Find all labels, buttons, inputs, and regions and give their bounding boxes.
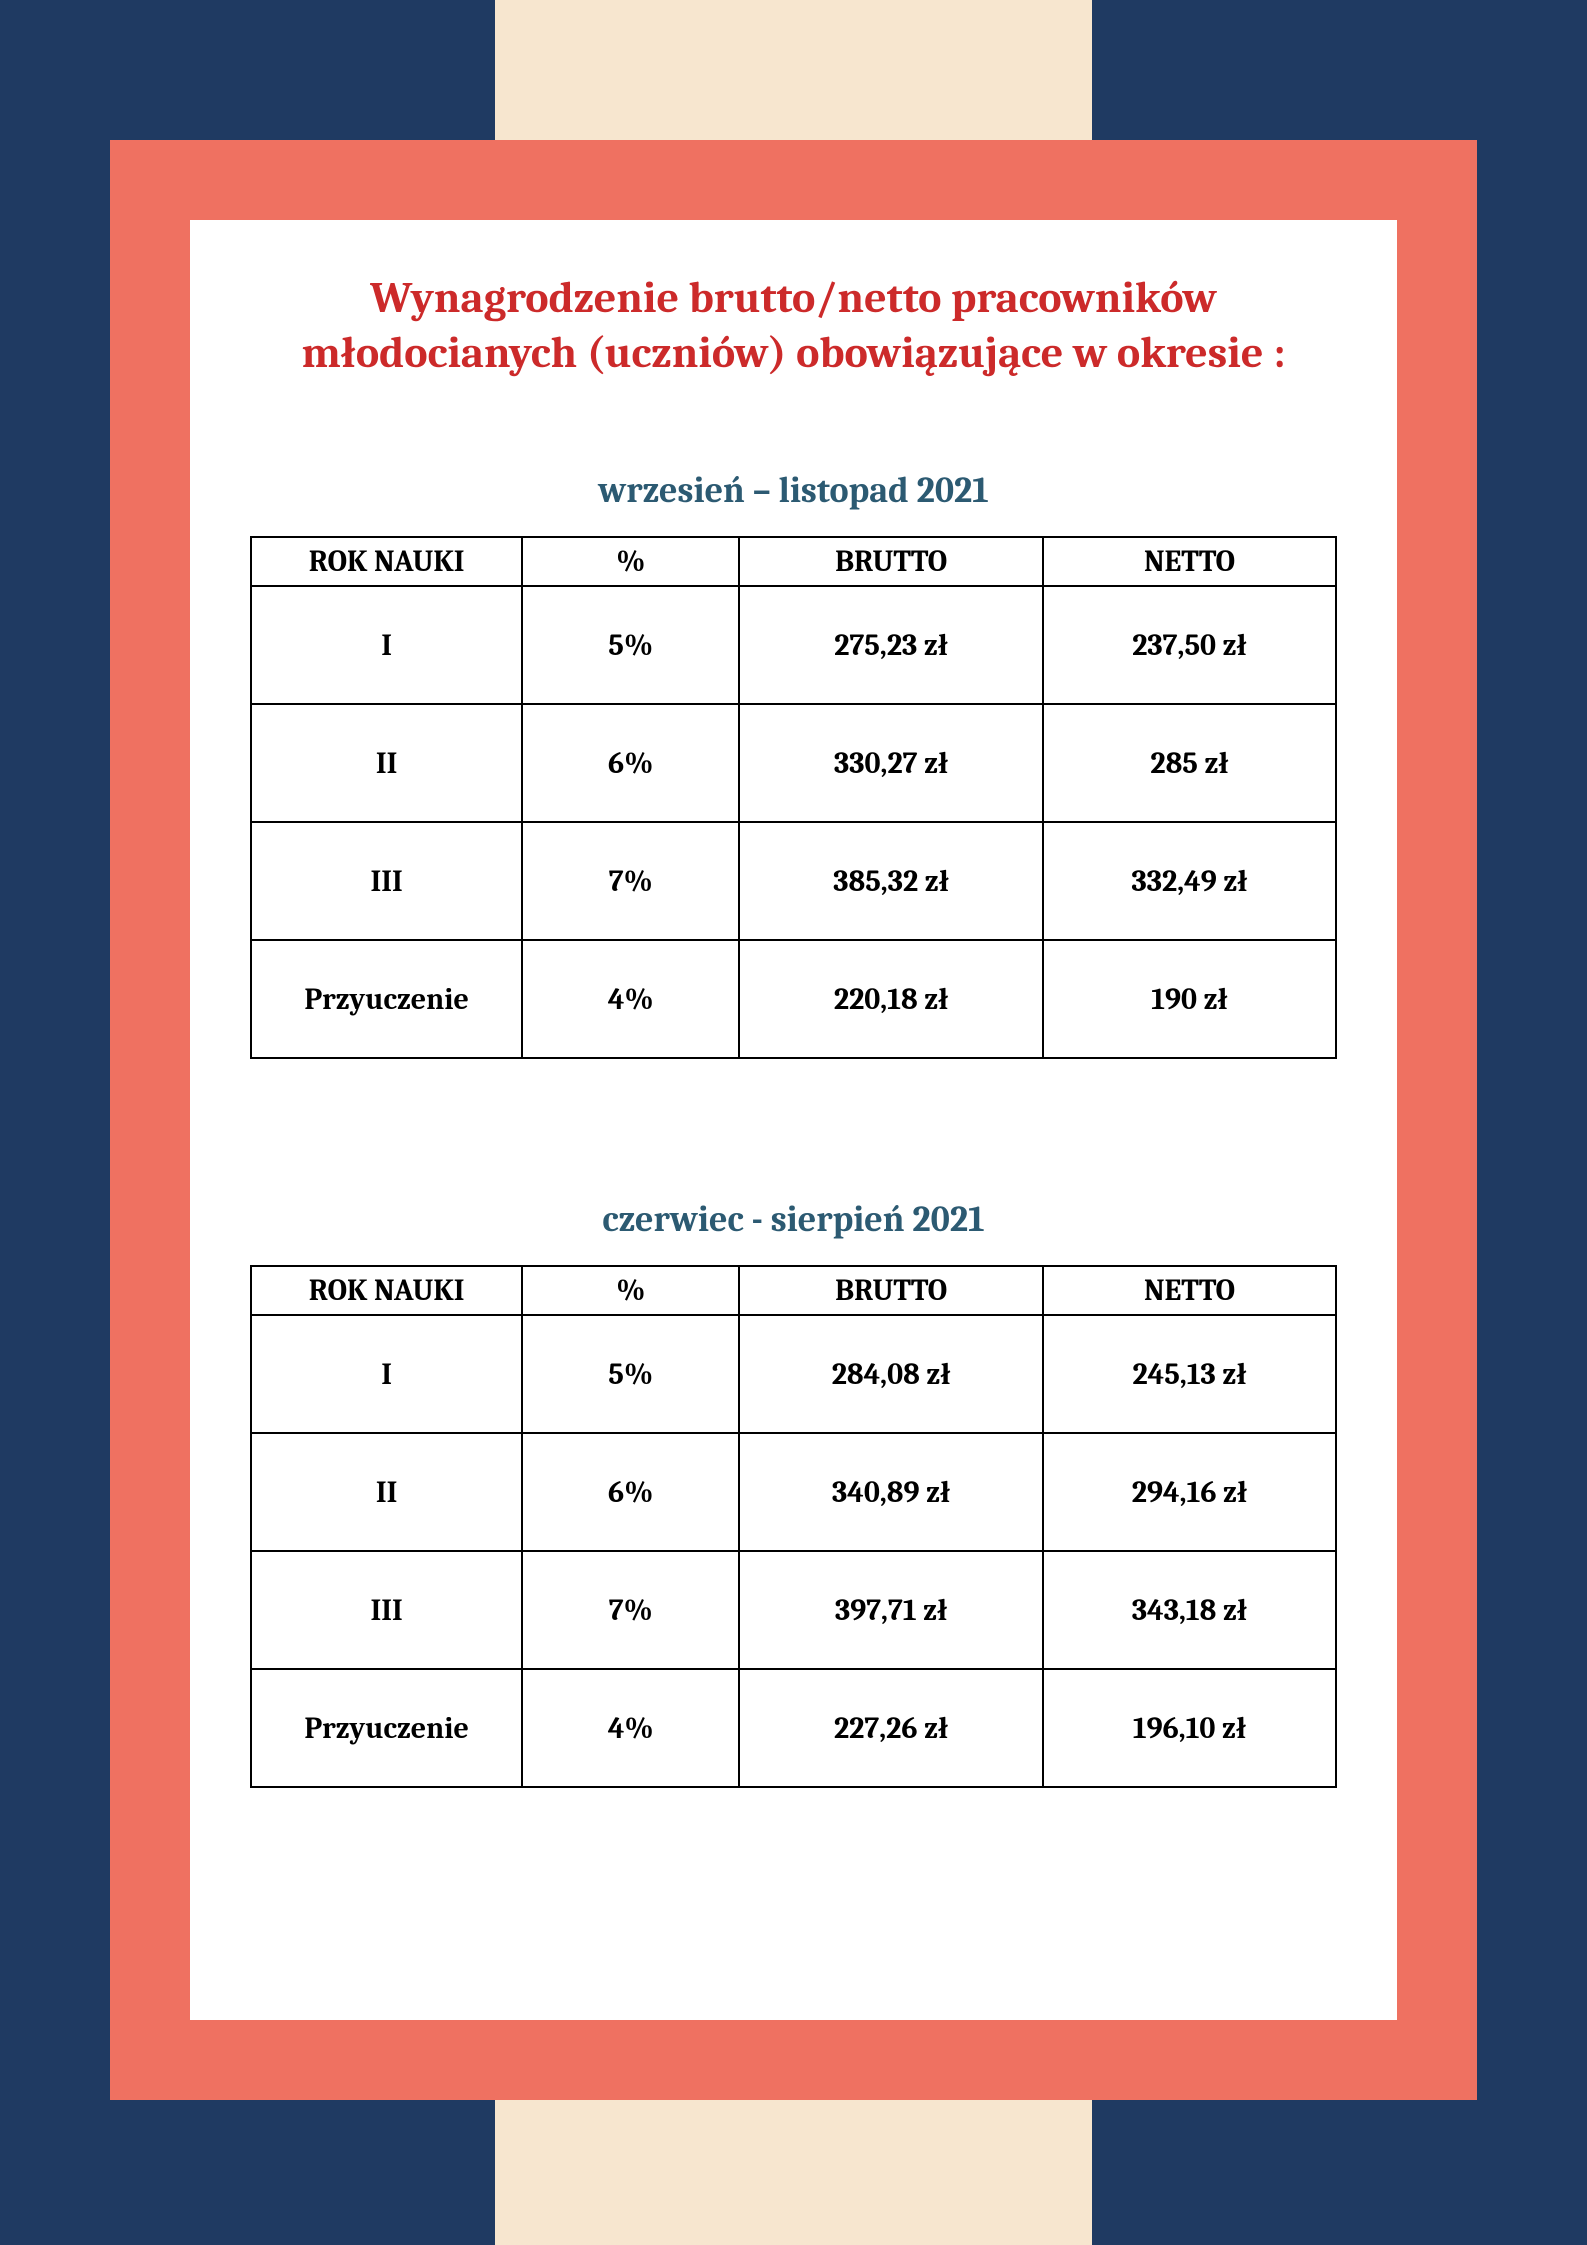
col-header-rok: ROK NAUKI — [251, 1266, 522, 1315]
table-header-row: ROK NAUKI % BRUTTO NETTO — [251, 537, 1336, 586]
cell-pct: 5% — [522, 586, 739, 704]
cell-brutto: 397,71 zł — [739, 1551, 1043, 1669]
cell-netto: 343,18 zł — [1043, 1551, 1336, 1669]
cell-netto: 196,10 zł — [1043, 1669, 1336, 1787]
table-header-row: ROK NAUKI % BRUTTO NETTO — [251, 1266, 1336, 1315]
cell-rok: II — [251, 1433, 522, 1551]
cell-netto: 237,50 zł — [1043, 586, 1336, 704]
cell-rok: I — [251, 1315, 522, 1433]
cell-netto: 190 zł — [1043, 940, 1336, 1058]
cell-netto: 294,16 zł — [1043, 1433, 1336, 1551]
cell-pct: 7% — [522, 1551, 739, 1669]
cell-netto: 285 zł — [1043, 704, 1336, 822]
cell-pct: 5% — [522, 1315, 739, 1433]
table-row: I 5% 284,08 zł 245,13 zł — [251, 1315, 1336, 1433]
wages-table-1: ROK NAUKI % BRUTTO NETTO I 5% 275,23 zł … — [250, 536, 1337, 1059]
cell-rok: Przyuczenie — [251, 1669, 522, 1787]
col-header-percent: % — [522, 537, 739, 586]
table-row: I 5% 275,23 zł 237,50 zł — [251, 586, 1336, 704]
cell-brutto: 385,32 zł — [739, 822, 1043, 940]
col-header-netto: NETTO — [1043, 537, 1336, 586]
cell-brutto: 220,18 zł — [739, 940, 1043, 1058]
cell-rok: Przyuczenie — [251, 940, 522, 1058]
cell-brutto: 227,26 zł — [739, 1669, 1043, 1787]
cell-pct: 4% — [522, 1669, 739, 1787]
table-row: III 7% 397,71 zł 343,18 zł — [251, 1551, 1336, 1669]
col-header-rok: ROK NAUKI — [251, 537, 522, 586]
cell-brutto: 340,89 zł — [739, 1433, 1043, 1551]
cell-netto: 245,13 zł — [1043, 1315, 1336, 1433]
table-row: II 6% 340,89 zł 294,16 zł — [251, 1433, 1336, 1551]
table-row: Przyuczenie 4% 220,18 zł 190 zł — [251, 940, 1336, 1058]
cell-brutto: 275,23 zł — [739, 586, 1043, 704]
col-header-brutto: BRUTTO — [739, 537, 1043, 586]
cell-rok: III — [251, 822, 522, 940]
cell-pct: 6% — [522, 1433, 739, 1551]
cell-brutto: 284,08 zł — [739, 1315, 1043, 1433]
cell-rok: I — [251, 586, 522, 704]
cell-netto: 332,49 zł — [1043, 822, 1336, 940]
col-header-percent: % — [522, 1266, 739, 1315]
content-card: Wynagrodzenie brutto/netto pracowników m… — [190, 220, 1397, 2020]
cell-rok: III — [251, 1551, 522, 1669]
cell-pct: 7% — [522, 822, 739, 940]
section-1-period: wrzesień – listopad 2021 — [250, 470, 1337, 511]
main-title: Wynagrodzenie brutto/netto pracowników m… — [250, 270, 1337, 380]
cell-pct: 4% — [522, 940, 739, 1058]
col-header-brutto: BRUTTO — [739, 1266, 1043, 1315]
coral-frame: Wynagrodzenie brutto/netto pracowników m… — [110, 140, 1477, 2100]
table-row: III 7% 385,32 zł 332,49 zł — [251, 822, 1336, 940]
cell-rok: II — [251, 704, 522, 822]
wages-table-2: ROK NAUKI % BRUTTO NETTO I 5% 284,08 zł … — [250, 1265, 1337, 1788]
section-2-period: czerwiec - sierpień 2021 — [250, 1199, 1337, 1240]
table-row: II 6% 330,27 zł 285 zł — [251, 704, 1336, 822]
table-row: Przyuczenie 4% 227,26 zł 196,10 zł — [251, 1669, 1336, 1787]
cell-pct: 6% — [522, 704, 739, 822]
col-header-netto: NETTO — [1043, 1266, 1336, 1315]
cell-brutto: 330,27 zł — [739, 704, 1043, 822]
